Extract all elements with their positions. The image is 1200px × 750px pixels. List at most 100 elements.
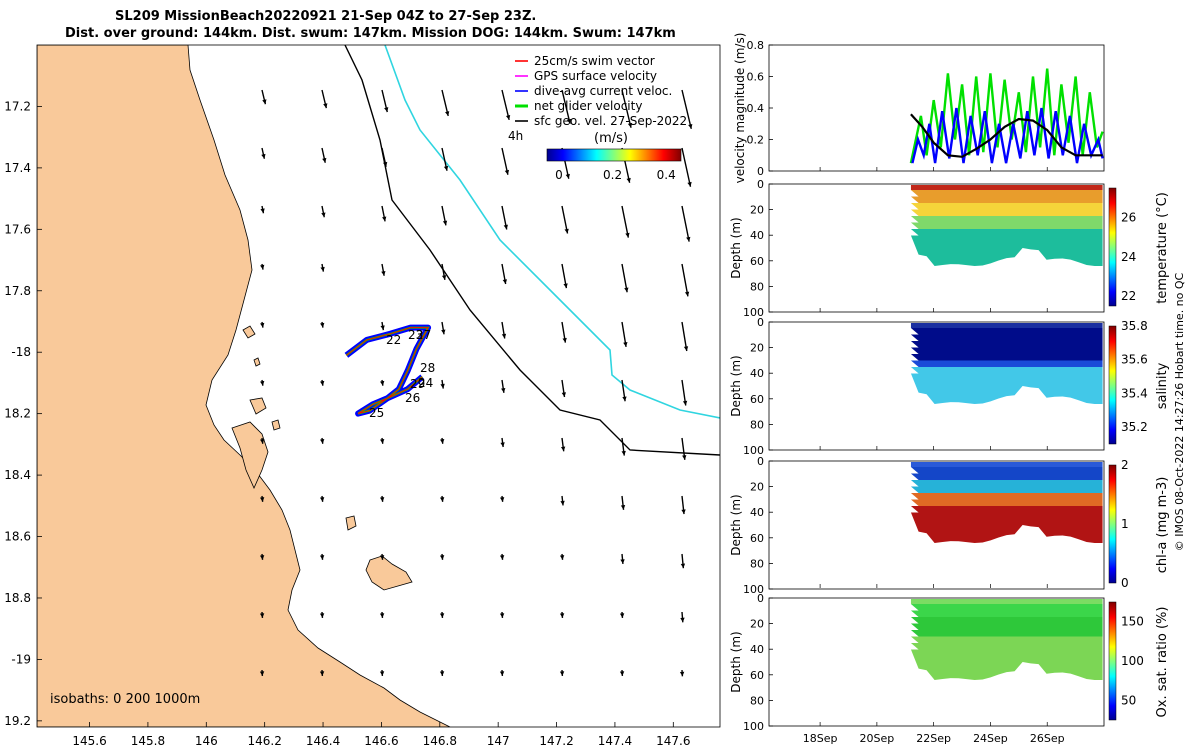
section-y-label: Depth (m) — [729, 494, 743, 555]
section-band — [910, 328, 1103, 335]
sfc-geo-arrow — [561, 205, 569, 234]
map-panel: 145.6 145.8 146 146.2 146.4 146.6 146.8 147 147.… — [4, 44, 721, 748]
map-frame — [36, 44, 721, 728]
swim-vector-path — [346, 327, 429, 415]
sfc-geo-arrowhead — [680, 563, 686, 569]
sfc-geo-arrowhead — [619, 671, 625, 676]
sfc-geo-arrowhead — [379, 555, 385, 560]
sfc-geo-arrowhead — [383, 161, 388, 167]
section-colorbar-tick-label: 22 — [1121, 289, 1136, 303]
sfc-geo-arrowhead — [683, 346, 689, 352]
map-x-tick-label: 147.2 — [539, 734, 573, 748]
date-axis-tick-labels: 18Sep 20Sep 22Sep 24Sep 26Sep — [803, 167, 1065, 745]
section-colorbar-tick-label: 2 — [1121, 458, 1129, 472]
section-band — [910, 334, 1103, 341]
section-colorbar-tick-label: 50 — [1121, 693, 1136, 707]
section-y-tick-label: 80 — [750, 280, 764, 293]
map-x-tick-label: 147 — [487, 734, 510, 748]
section-y-tick-label: 100 — [743, 444, 764, 457]
section-y-tick-label: 80 — [750, 694, 764, 707]
sfc-geo-arrowhead — [319, 555, 325, 560]
sfc-geo-arrowhead — [680, 617, 685, 623]
track-day-label: 23 — [408, 328, 423, 342]
map-x-tick-label: 146.8 — [423, 734, 457, 748]
section-colorbar-tick-label: 150 — [1121, 615, 1144, 629]
date-tick-label: 24Sep — [973, 732, 1008, 745]
sfc-geo-arrowhead — [559, 555, 565, 560]
map-y-tick-label: -19 — [11, 652, 31, 666]
isobath-1000m — [384, 45, 720, 419]
map-y-tick-label: 18.6 — [4, 530, 31, 544]
sfc-geo-arrowhead — [619, 613, 625, 618]
sfc-geo-arrowhead — [501, 333, 507, 339]
sfc-geo-arrowhead — [320, 266, 325, 272]
hinchinbrook-island — [231, 421, 269, 489]
sfc-geo-arrowhead — [688, 123, 693, 129]
sfc-geo-arrowhead — [260, 322, 265, 328]
section-band — [910, 216, 1103, 223]
sfc-geo-arrowhead — [559, 613, 565, 618]
section-y-tick-label: 60 — [750, 669, 764, 682]
sfc-geo-arrowhead — [320, 380, 325, 386]
section-band — [910, 512, 1103, 543]
section-band — [910, 643, 1103, 650]
section-colorbar-tick-label: 100 — [1121, 654, 1144, 668]
sfc-geo-arrowhead — [379, 613, 385, 618]
track-day-label: 28 — [420, 361, 435, 375]
sfc-geo-arrowhead — [379, 671, 385, 676]
sfc-geo-arrowhead — [681, 509, 686, 515]
section-band — [910, 203, 1103, 210]
sfc-geo-arrowhead — [623, 342, 628, 347]
section-band — [910, 604, 1103, 611]
sfc-geo-arrowhead — [321, 212, 326, 218]
map-x-tick-label: 146.6 — [364, 734, 398, 748]
section-colorbar — [1108, 601, 1117, 721]
velocity-y-ticks: 0 0.2 0.4 0.6 0.8 — [747, 39, 773, 178]
section-y-tick-label: 0 — [757, 316, 764, 329]
sfc-geo-arrow — [681, 147, 692, 187]
sfc-geo-arrowhead — [260, 208, 265, 214]
sfc-geo-arrowhead — [440, 439, 445, 444]
sfc-geo-arrowhead — [627, 122, 633, 128]
track-day-label: 22 — [386, 333, 401, 347]
sfc-geo-arrowhead — [622, 396, 627, 402]
section-y-tick-label: 60 — [750, 532, 764, 545]
sfc-geo-arrowhead — [682, 455, 687, 460]
sfc-geo-arrowhead — [439, 671, 445, 676]
map-y-tick-label: 18.8 — [4, 591, 31, 605]
sfc-geo-arrowhead — [439, 613, 445, 618]
sfc-geo-arrowhead — [259, 671, 265, 676]
map-colorbar — [546, 148, 682, 162]
sfc-geo-arrowhead — [499, 497, 505, 502]
section-band — [910, 630, 1103, 637]
small-island-b — [271, 419, 281, 431]
sfc-geo-arrowhead — [679, 671, 685, 677]
section-y-label: Depth (m) — [729, 355, 743, 416]
section-band — [910, 473, 1103, 480]
sfc-geo-velocity-field — [259, 89, 693, 677]
section-band — [910, 190, 1103, 197]
section-y-tick-label: 60 — [750, 393, 764, 406]
section-data — [910, 599, 1103, 680]
section-band — [910, 499, 1103, 506]
map-x-tick-label: 145.6 — [72, 734, 106, 748]
section-band — [910, 649, 1103, 680]
small-island-c — [253, 357, 261, 367]
sfc-geo-arrowhead — [384, 107, 389, 113]
sfc-geo-arrowhead — [499, 555, 505, 560]
sfc-geo-arrowhead — [259, 497, 265, 502]
sfc-geo-arrowhead — [320, 439, 325, 444]
sfc-geo-arrowhead — [686, 236, 691, 242]
velocity-y-tick-label: 0.4 — [747, 102, 765, 115]
section-colorbar-tick-label: 24 — [1121, 250, 1136, 264]
section-colorbar-label: Ox. sat. ratio (%) — [1155, 607, 1170, 718]
section-colorbar-label: temperature (°C) — [1155, 192, 1170, 304]
sfc-geo-arrowhead — [560, 500, 565, 506]
sfc-geo-arrowhead — [380, 380, 385, 386]
sfc-geo-arrowhead — [503, 224, 508, 230]
copyright-footer: © IMOS 08-Oct-2022 14:27:26 Hobart time.… — [1173, 272, 1186, 551]
